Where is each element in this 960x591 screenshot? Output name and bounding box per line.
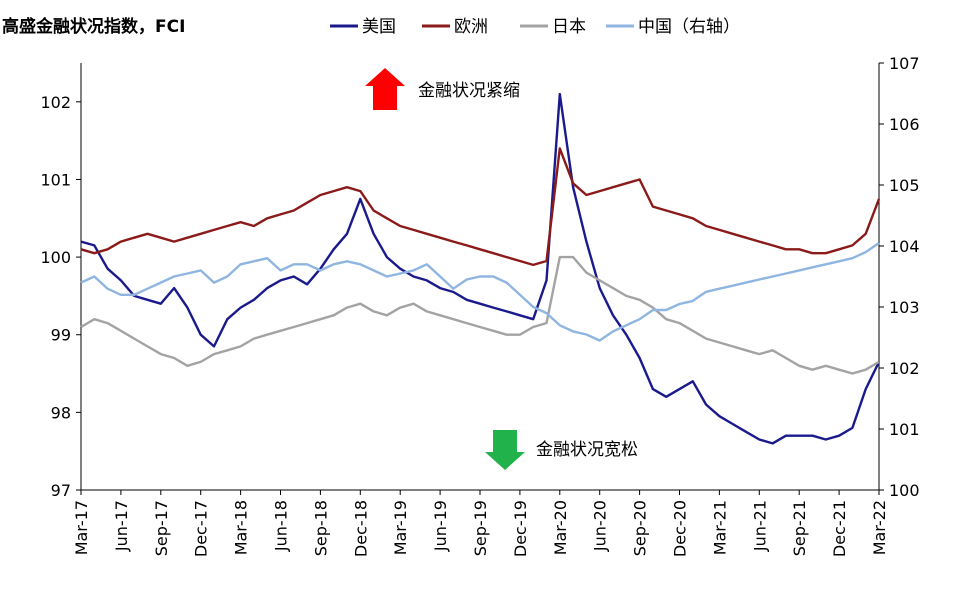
x-tick-label: Dec-17 xyxy=(192,500,211,557)
x-tick-label: Mar-19 xyxy=(391,500,410,555)
y-right-tick-label: 100 xyxy=(889,481,920,500)
series-3-line xyxy=(80,242,880,342)
x-tick-label: Mar-21 xyxy=(710,500,729,555)
legend-label-1: 欧洲 xyxy=(454,17,488,37)
x-tick-label: Dec-21 xyxy=(830,500,849,557)
x-tick-label: Dec-19 xyxy=(511,500,530,557)
x-tick-label: Jun-17 xyxy=(112,500,131,552)
x-tick-label: Jun-21 xyxy=(750,500,769,552)
x-tick-label: Jun-20 xyxy=(591,500,610,552)
y-right-tick-label: 103 xyxy=(889,298,920,317)
x-tick-label: Dec-18 xyxy=(351,500,370,557)
x-tick-label: Mar-20 xyxy=(551,500,570,555)
y-right-tick-label: 105 xyxy=(889,176,920,195)
loosening-label: 金融状况宽松 xyxy=(536,440,638,460)
x-tick-label: Sep-17 xyxy=(152,500,171,556)
series-1-line xyxy=(80,147,881,267)
series-lines xyxy=(80,92,881,445)
series-2-line xyxy=(80,255,880,375)
y-left-tick-label: 98 xyxy=(51,403,71,422)
arrow-down-icon xyxy=(485,430,525,470)
legend-label-0: 美国 xyxy=(362,17,396,37)
x-tick-label: Sep-18 xyxy=(311,500,330,556)
series-0-line xyxy=(80,92,881,445)
tightening-label: 金融状况紧缩 xyxy=(418,81,520,101)
y-left-tick-label: 100 xyxy=(40,248,71,267)
y-left-tick-label: 99 xyxy=(51,326,71,345)
x-tick-label: Jun-18 xyxy=(272,500,291,552)
x-tick-label: Mar-22 xyxy=(870,500,889,555)
x-tick-label: Sep-21 xyxy=(790,500,809,556)
x-tick-label: Dec-20 xyxy=(671,500,690,557)
chart-title: 高盛金融状况指数，FCI xyxy=(2,16,185,37)
axes: 97 98 99 100 101 102 100 101 102 103 104 105 106 107 M… xyxy=(40,54,919,557)
tightening-annotation: 金融状况紧缩 xyxy=(365,68,520,110)
x-tick-label: Mar-17 xyxy=(72,500,91,555)
y-right-tick-label: 106 xyxy=(889,115,920,134)
y-right-tick-label: 101 xyxy=(889,420,920,439)
x-tick-label: Sep-19 xyxy=(471,500,490,556)
y-right-tick-label: 102 xyxy=(889,359,920,378)
legend-label-3: 中国（右轴） xyxy=(638,17,740,37)
x-tick-label: Jun-19 xyxy=(431,500,450,552)
y-right-tick-label: 107 xyxy=(889,54,920,73)
legend: 美国 欧洲 日本 中国（右轴） xyxy=(330,17,740,37)
y-left-tick-label: 101 xyxy=(40,170,71,189)
legend-label-2: 日本 xyxy=(552,17,586,37)
x-tick-label: Mar-18 xyxy=(232,500,251,555)
y-right-tick-label: 104 xyxy=(889,237,920,256)
loosening-annotation: 金融状况宽松 xyxy=(485,430,638,470)
y-left-tick-label: 97 xyxy=(51,481,71,500)
x-tick-label: Sep-20 xyxy=(631,500,650,556)
y-left-tick-label: 102 xyxy=(40,93,71,112)
arrow-up-icon xyxy=(365,68,405,110)
